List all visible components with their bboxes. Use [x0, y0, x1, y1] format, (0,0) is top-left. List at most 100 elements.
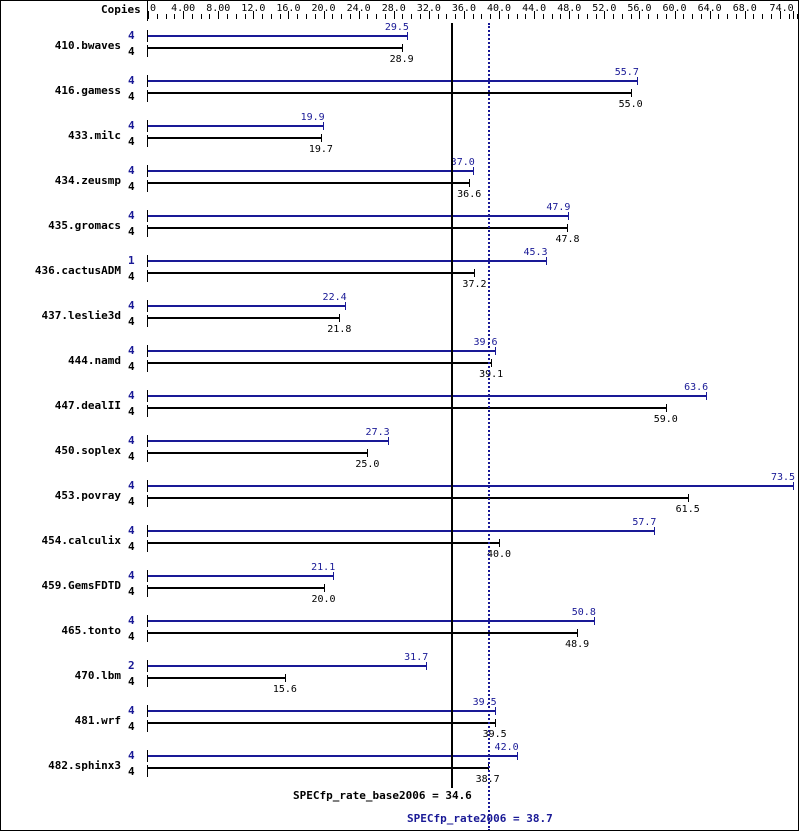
- base-origin-mark: [147, 450, 148, 462]
- base-origin-mark: [147, 675, 148, 687]
- axis-tick: [534, 11, 536, 19]
- peak-copies: 4: [128, 344, 135, 357]
- peak-copies: 4: [128, 434, 135, 447]
- axis-tick: [744, 11, 746, 19]
- base-bar-end: [567, 224, 569, 232]
- axis-tick-label: 40.0: [487, 3, 512, 14]
- base-origin-mark: [147, 765, 148, 777]
- peak-bar-end: [426, 662, 428, 670]
- base-bar: [148, 767, 488, 769]
- benchmark-label: 450.soplex: [54, 444, 121, 457]
- base-origin-mark: [147, 540, 148, 552]
- benchmark-label: 465.tonto: [61, 624, 121, 637]
- peak-reference-line: [487, 23, 490, 830]
- peak-bar: [148, 125, 323, 127]
- axis-tick-label: 48.0: [557, 3, 582, 14]
- peak-origin-mark: [147, 255, 148, 267]
- base-bar: [148, 722, 495, 724]
- axis-tick: [542, 14, 544, 19]
- base-value: 28.9: [389, 54, 414, 65]
- axis-tick: [604, 11, 606, 19]
- base-copies: 4: [128, 630, 135, 643]
- peak-bar: [148, 260, 546, 262]
- peak-bar: [148, 665, 427, 667]
- axis-tick: [788, 14, 790, 19]
- peak-value: 39.5: [472, 697, 497, 708]
- axis-tick: [692, 14, 694, 19]
- base-bar: [148, 542, 499, 544]
- peak-copies: 4: [128, 119, 135, 132]
- base-copies: 4: [128, 495, 135, 508]
- peak-origin-mark: [147, 75, 148, 87]
- peak-copies: 4: [128, 389, 135, 402]
- axis-tick: [727, 14, 729, 19]
- axis-tick: [735, 14, 737, 19]
- peak-value: 57.7: [632, 517, 657, 528]
- base-copies: 4: [128, 450, 135, 463]
- base-origin-mark: [147, 495, 148, 507]
- peak-bar-end: [654, 527, 656, 535]
- peak-bar: [148, 755, 517, 757]
- base-bar: [148, 317, 340, 319]
- peak-origin-mark: [147, 210, 148, 222]
- benchmark-label: 481.wrf: [74, 714, 121, 727]
- peak-origin-mark: [147, 750, 148, 762]
- axis-tick: [226, 14, 228, 19]
- peak-bar-end: [545, 257, 547, 265]
- peak-copies: 4: [128, 74, 135, 87]
- peak-copies: 4: [128, 524, 135, 537]
- peak-bar: [148, 80, 637, 82]
- peak-bar-end: [406, 32, 408, 40]
- peak-value: 42.0: [494, 742, 519, 753]
- axis-tick-label: 16.0: [276, 3, 301, 14]
- axis-tick: [560, 14, 562, 19]
- base-bar-end: [284, 674, 286, 682]
- peak-value: 50.8: [571, 607, 596, 618]
- axis-tick-label: 24.0: [346, 3, 371, 14]
- axis-tick: [613, 14, 615, 19]
- benchmark-label: 482.sphinx3: [48, 759, 121, 772]
- copies-header: Copies: [101, 3, 141, 16]
- axis-tick: [463, 11, 465, 19]
- axis-tick: [507, 14, 509, 19]
- axis-tick: [455, 14, 457, 19]
- axis-tick: [384, 14, 386, 19]
- base-copies: 4: [128, 315, 135, 328]
- base-copies: 4: [128, 180, 135, 193]
- peak-origin-mark: [147, 345, 148, 357]
- base-origin-mark: [147, 585, 148, 597]
- peak-copies: 4: [128, 749, 135, 762]
- peak-bar: [148, 350, 496, 352]
- base-origin-mark: [147, 630, 148, 642]
- peak-value: 45.3: [523, 247, 548, 258]
- axis-tick: [420, 14, 422, 19]
- axis-tick: [762, 14, 764, 19]
- axis-tick: [709, 11, 711, 19]
- axis-tick-label: 64.0: [697, 3, 722, 14]
- axis-tick: [297, 14, 299, 19]
- axis-tick: [797, 14, 798, 19]
- axis-tick: [305, 14, 307, 19]
- base-value: 25.0: [355, 459, 380, 470]
- peak-value: 31.7: [404, 652, 429, 663]
- base-bar-end: [494, 719, 496, 727]
- peak-value: 27.3: [365, 427, 390, 438]
- base-bar-end: [687, 494, 689, 502]
- peak-bar-end: [593, 617, 595, 625]
- peak-bar: [148, 710, 495, 712]
- base-copies: 4: [128, 675, 135, 688]
- peak-copies: 4: [128, 164, 135, 177]
- axis-tick: [270, 14, 272, 19]
- peak-copies: 4: [128, 479, 135, 492]
- base-copies: 4: [128, 225, 135, 238]
- base-bar: [148, 92, 631, 94]
- axis-tick: [481, 14, 483, 19]
- base-bar: [148, 227, 568, 229]
- base-copies: 4: [128, 720, 135, 733]
- peak-bar-end: [387, 437, 389, 445]
- peak-bar: [148, 215, 569, 217]
- benchmark-label: 436.cactusADM: [34, 264, 121, 277]
- benchmark-label: 453.povray: [54, 489, 121, 502]
- axis-tick: [516, 14, 518, 19]
